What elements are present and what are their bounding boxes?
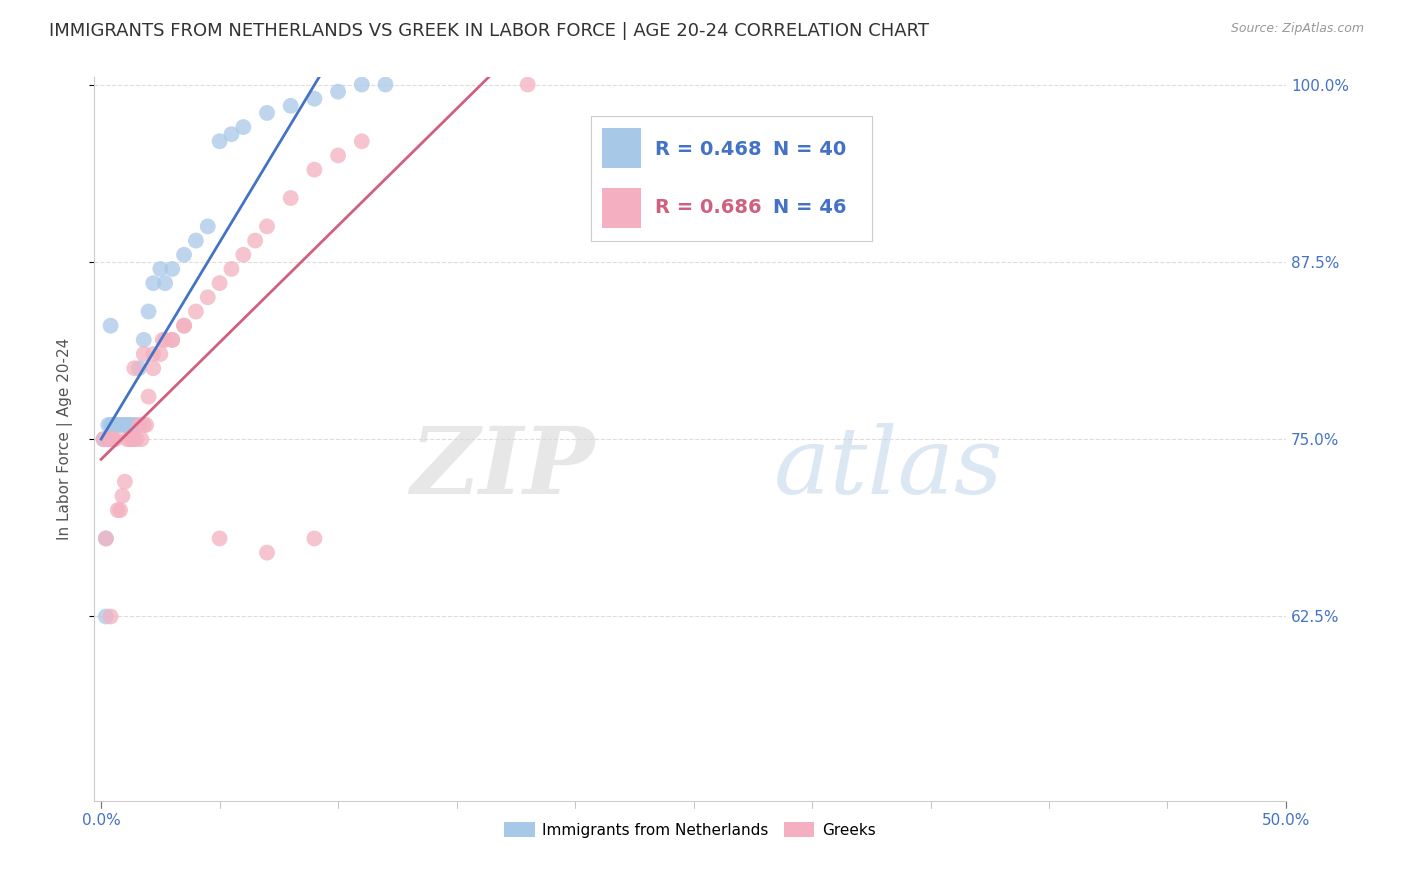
Text: IMMIGRANTS FROM NETHERLANDS VS GREEK IN LABOR FORCE | AGE 20-24 CORRELATION CHAR: IMMIGRANTS FROM NETHERLANDS VS GREEK IN …	[49, 22, 929, 40]
Point	[153, 333, 176, 347]
Point	[101, 417, 124, 432]
Point	[221, 262, 243, 277]
Point	[304, 92, 326, 106]
Point	[197, 290, 219, 304]
Point	[94, 532, 117, 546]
Point	[350, 78, 373, 92]
Text: R = 0.468: R = 0.468	[655, 140, 762, 159]
Point	[516, 78, 538, 92]
Point	[197, 219, 219, 234]
Point	[280, 99, 302, 113]
Bar	[602, 128, 641, 169]
Point	[256, 546, 278, 560]
Point	[124, 417, 146, 432]
Text: N = 46: N = 46	[773, 198, 846, 217]
Point	[131, 432, 153, 446]
Point	[160, 333, 183, 347]
Point	[108, 417, 131, 432]
Point	[173, 318, 195, 333]
Point	[132, 333, 155, 347]
Text: ZIP: ZIP	[411, 423, 595, 513]
Point	[128, 361, 150, 376]
Point	[208, 532, 231, 546]
Point	[121, 432, 143, 446]
Point	[132, 347, 155, 361]
Point	[111, 489, 134, 503]
Point	[256, 106, 278, 120]
Point	[149, 347, 172, 361]
Point	[256, 219, 278, 234]
Point	[101, 432, 124, 446]
Point	[100, 609, 122, 624]
Point	[111, 417, 134, 432]
Bar	[602, 188, 641, 228]
Y-axis label: In Labor Force | Age 20-24: In Labor Force | Age 20-24	[58, 338, 73, 541]
Point	[94, 609, 117, 624]
Point	[138, 304, 160, 318]
Point	[100, 318, 122, 333]
Point	[93, 432, 115, 446]
Point	[208, 276, 231, 290]
Point	[232, 120, 254, 134]
Point	[152, 333, 174, 347]
Point	[118, 417, 141, 432]
Point	[350, 134, 373, 148]
Text: atlas: atlas	[773, 423, 1002, 513]
Point	[132, 417, 155, 432]
Point	[142, 276, 165, 290]
Point	[160, 333, 183, 347]
Legend: Immigrants from Netherlands, Greeks: Immigrants from Netherlands, Greeks	[498, 815, 882, 844]
Point	[232, 248, 254, 262]
Point	[184, 304, 207, 318]
Point	[124, 432, 146, 446]
Text: Source: ZipAtlas.com: Source: ZipAtlas.com	[1230, 22, 1364, 36]
Point	[114, 417, 136, 432]
Point	[97, 432, 120, 446]
Point	[128, 417, 150, 432]
Point	[104, 432, 127, 446]
Point	[208, 134, 231, 148]
Point	[149, 262, 172, 277]
Point	[173, 248, 195, 262]
Point	[138, 390, 160, 404]
Point	[115, 417, 138, 432]
Point	[304, 162, 326, 177]
Point	[115, 432, 138, 446]
Point	[125, 432, 148, 446]
Point	[97, 432, 120, 446]
Point	[101, 417, 124, 432]
Point	[280, 191, 302, 205]
Text: N = 40: N = 40	[773, 140, 846, 159]
Point	[135, 417, 157, 432]
Point	[125, 417, 148, 432]
Point	[101, 432, 124, 446]
Point	[184, 234, 207, 248]
Point	[97, 417, 120, 432]
Point	[326, 148, 349, 162]
Point	[304, 532, 326, 546]
Point	[100, 417, 122, 432]
Point	[104, 417, 127, 432]
Point	[93, 432, 115, 446]
Point	[243, 234, 266, 248]
Point	[107, 503, 129, 517]
Point	[326, 85, 349, 99]
Point	[94, 532, 117, 546]
Point	[142, 361, 165, 376]
Point	[374, 78, 396, 92]
Point	[118, 432, 141, 446]
Point	[124, 361, 146, 376]
Point	[142, 347, 165, 361]
Point	[114, 475, 136, 489]
Text: R = 0.686: R = 0.686	[655, 198, 762, 217]
Point	[160, 262, 183, 277]
Point	[121, 417, 143, 432]
Point	[153, 276, 176, 290]
Point	[100, 432, 122, 446]
Point	[221, 127, 243, 141]
Point	[100, 432, 122, 446]
Point	[173, 318, 195, 333]
Point	[108, 503, 131, 517]
Point	[107, 417, 129, 432]
